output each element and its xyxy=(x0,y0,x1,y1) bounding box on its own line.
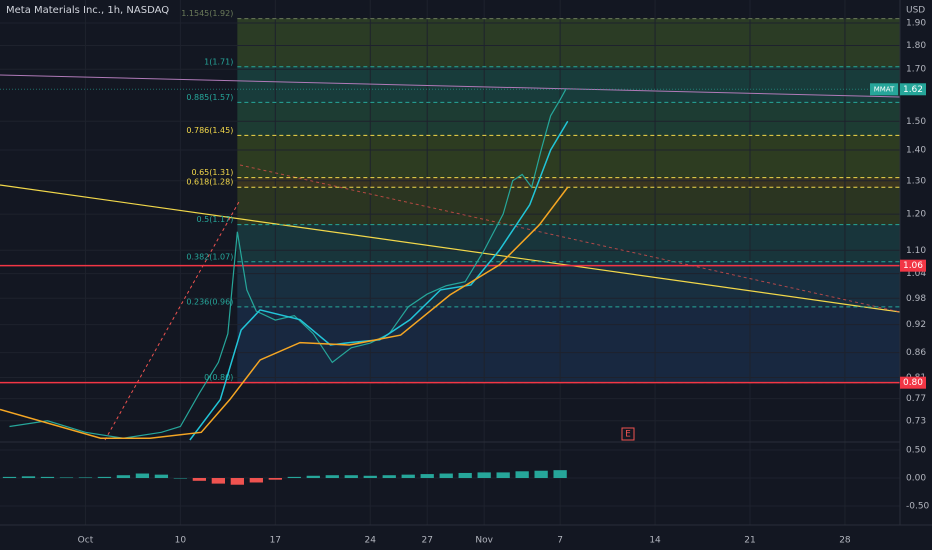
osc-bar xyxy=(287,476,301,479)
osc-bar xyxy=(363,475,377,479)
chart-title: Meta Materials Inc., 1h, NASDAQ xyxy=(6,5,169,16)
price-badge-label: 1.06 xyxy=(903,261,923,271)
osc-bar xyxy=(78,477,93,479)
event-label[interactable]: E xyxy=(625,430,631,440)
fib-label: 0.786(1.45) xyxy=(186,126,233,135)
drawings xyxy=(0,74,901,441)
x-tick-label: 28 xyxy=(839,536,851,546)
osc-bar xyxy=(211,478,225,484)
osc-bar xyxy=(230,478,244,485)
y-tick-label: 1.04 xyxy=(906,269,926,279)
osc-bar xyxy=(344,475,358,479)
fib-label: 0.885(1.57) xyxy=(186,93,233,102)
osc-bar xyxy=(135,473,150,479)
x-tick-label: 24 xyxy=(365,536,377,546)
osc-bar xyxy=(496,472,510,479)
trendline xyxy=(239,164,901,313)
osc-tick-label: 0.00 xyxy=(906,474,926,484)
fib-zone xyxy=(237,177,900,188)
x-tick-label: 14 xyxy=(649,536,661,546)
y-tick-label: 0.77 xyxy=(906,394,926,404)
trendline xyxy=(0,74,901,98)
osc-bar xyxy=(21,476,36,479)
y-tick-label: 0.86 xyxy=(906,348,926,358)
y-tick-label: 1.10 xyxy=(906,246,926,256)
osc-bar xyxy=(458,472,472,479)
osc-bar xyxy=(382,475,396,479)
fib-label: 0.236(0.96) xyxy=(186,297,233,306)
fib-label: 0(0.80) xyxy=(204,373,233,382)
y-tick-label: 1.30 xyxy=(906,176,926,186)
grid xyxy=(0,0,900,525)
osc-bar xyxy=(401,474,415,479)
osc-bar xyxy=(420,474,434,479)
fib-zone xyxy=(237,66,900,103)
fib-zone xyxy=(237,224,900,262)
price-badge xyxy=(900,376,926,389)
symbol-label: MMAT xyxy=(874,85,895,93)
y-tick-label: 1.40 xyxy=(906,145,926,155)
fib-label: 0.5(1.17) xyxy=(197,215,234,224)
y-tick-label: 1.50 xyxy=(906,117,926,127)
osc-bar xyxy=(515,471,529,479)
x-tick-label: 17 xyxy=(270,536,281,546)
osc-bar xyxy=(97,476,112,479)
osc-bar xyxy=(439,473,453,479)
y-tick-label: 0.98 xyxy=(906,294,926,304)
x-tick-label: Nov xyxy=(475,536,493,546)
osc-bar xyxy=(268,478,282,480)
fib-label: 0.65(1.31) xyxy=(191,168,233,177)
osc-bar xyxy=(154,474,169,479)
zones xyxy=(237,18,900,383)
price-badge xyxy=(900,83,926,96)
fib-label: 0.618(1.28) xyxy=(186,178,233,187)
price-badge xyxy=(900,259,926,272)
series-line xyxy=(9,88,567,439)
fib-zone xyxy=(237,18,900,67)
fib-label: 1(1.71) xyxy=(204,57,233,66)
fib-zone xyxy=(237,187,900,225)
x-tick-label: Oct xyxy=(78,536,94,546)
x-tick-label: 7 xyxy=(557,536,563,546)
x-tick-label: 27 xyxy=(421,536,432,546)
price-badge-label: 1.62 xyxy=(903,85,923,95)
series-line xyxy=(0,186,569,439)
y-tick-label: 1.70 xyxy=(906,65,926,75)
price-badge-label: 0.80 xyxy=(903,378,923,388)
y-tick-label: 1.20 xyxy=(906,210,926,220)
series: 1.1545(1.92) 1(1.71) 0.885(1.57) 0.786(1.45… xyxy=(0,9,900,485)
osc-bar xyxy=(477,472,491,479)
event-icon[interactable] xyxy=(621,427,635,441)
trendline xyxy=(0,184,901,313)
osc-bar xyxy=(249,478,263,483)
x-tick-label: 10 xyxy=(175,536,187,546)
currency: USD xyxy=(906,6,925,16)
y-tick-label: 1.90 xyxy=(906,18,926,28)
osc-bar xyxy=(306,475,320,479)
fib-label: 1.1545(1.92) xyxy=(181,9,233,18)
symbol-badge xyxy=(870,83,898,96)
osc-bar xyxy=(192,478,207,481)
x-tick-label: 21 xyxy=(744,536,755,546)
fib-label: 0.382(1.07) xyxy=(186,252,233,261)
osc-bar xyxy=(534,470,548,479)
osc-bar xyxy=(116,475,131,479)
fib-zone xyxy=(237,102,900,136)
osc-tick-label: 0.50 xyxy=(906,446,926,456)
osc-bar xyxy=(2,476,17,479)
y-tick-label: 1.80 xyxy=(906,41,926,51)
fib-zone xyxy=(237,135,900,178)
osc-bar xyxy=(553,470,567,479)
osc-bar xyxy=(40,476,55,479)
osc-bar xyxy=(173,478,188,479)
osc-bar xyxy=(325,475,339,479)
fib-zone xyxy=(237,261,900,307)
osc-tick-label: -0.50 xyxy=(906,502,930,512)
trendline xyxy=(104,199,241,441)
y-tick-label: 0.73 xyxy=(906,416,926,426)
y-tick-label: 0.92 xyxy=(906,320,926,330)
osc-bar xyxy=(59,477,74,479)
